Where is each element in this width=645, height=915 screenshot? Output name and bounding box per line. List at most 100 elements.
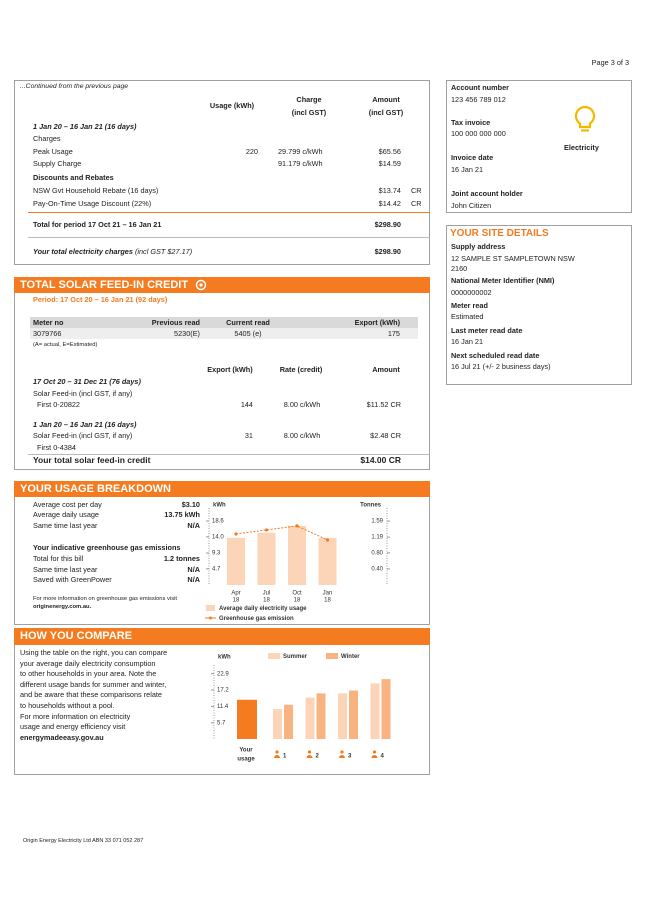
field-label: Next scheduled read date — [451, 351, 540, 360]
field-label: Last meter read date — [451, 326, 523, 335]
compare-line: and be aware that these comparisons rela… — [20, 690, 162, 700]
header: Export (kWh) — [207, 365, 253, 374]
note: ...Continued from the previous page — [20, 83, 129, 90]
bar — [381, 679, 391, 739]
header: Rate (credit) — [279, 365, 323, 374]
stat-value: N/A — [187, 575, 200, 584]
x-tick-label: usage — [237, 757, 255, 763]
row-amount: $14.59 — [378, 159, 401, 168]
bar — [227, 537, 245, 585]
rate: 8.00 c/kWh — [283, 431, 321, 440]
header: Meter no — [33, 318, 64, 327]
point — [295, 524, 299, 528]
line: Solar Feed-in (incl GST, if any) — [33, 389, 133, 398]
ghg-title: Your indicative greenhouse gas emissions — [33, 543, 181, 552]
section-header: YOUR USAGE BREAKDOWN — [14, 481, 430, 497]
compare-line: to other households in your area. Note t… — [20, 669, 157, 679]
field-value: 123 456 789 012 — [451, 95, 506, 104]
total: $298.90 — [374, 220, 401, 229]
field-label: National Meter Identifier (NMI) — [451, 276, 555, 285]
section-title: HOW YOU COMPARE — [20, 630, 133, 642]
row-name: Pay-On-Time Usage Discount (22%) — [33, 199, 152, 208]
x-tick-label: 18 — [233, 598, 240, 604]
stat-value: 1.2 tonnes — [163, 554, 200, 563]
bar — [316, 693, 326, 739]
y2-tick-label: 1.59 — [371, 519, 383, 525]
meter-note: (A= actual, E=Estimated) — [33, 342, 98, 348]
person-icon — [340, 750, 344, 754]
legend-swatch — [209, 616, 212, 620]
table-row-bg — [30, 328, 418, 339]
row-rate: 29.799 c/kWh — [278, 147, 323, 156]
person-icon — [306, 755, 313, 758]
section-title: TOTAL SOLAR FEED-IN CREDIT — [20, 279, 189, 291]
total: $14.00 CR — [360, 455, 401, 465]
field-value: 16 Jul 21 (+/- 2 business days) — [451, 362, 551, 371]
field-label: Account number — [451, 83, 509, 92]
export: 31 — [244, 431, 253, 440]
bar — [338, 693, 347, 739]
rate: 8.00 c/kWh — [283, 400, 321, 409]
product: Electricity — [564, 143, 599, 152]
account-box — [446, 80, 632, 213]
field-value: 16 Jan 21 — [451, 165, 484, 174]
compare-line: For more information on electricity — [20, 711, 131, 721]
compare-line: to households without a pool. — [20, 701, 115, 710]
total-label: Your total solar feed-in credit — [33, 455, 151, 465]
cell: 5230(E) — [174, 329, 200, 338]
stat-label: Average cost per day — [33, 500, 102, 509]
x-tick-label: 18 — [324, 598, 331, 604]
y-tick-label: 17.2 — [217, 688, 229, 694]
header: Usage (kWh) — [209, 101, 255, 110]
label: Discounts and Rebates — [33, 173, 114, 182]
header: Previous read — [151, 318, 200, 327]
legend-label: Average daily electricity usage — [219, 606, 307, 612]
compare-line: Using the table on the right, you can co… — [20, 648, 168, 657]
header: Amount — [372, 95, 400, 104]
header: Export (kWh) — [354, 318, 400, 327]
y2-axis-label: Tonnes — [360, 503, 382, 509]
row-rate: 91.179 c/kWh — [278, 159, 323, 168]
field-label: Invoice date — [451, 153, 494, 162]
field-value: 2160 — [451, 264, 468, 273]
grand-total: $298.90 — [374, 247, 401, 256]
person-icon — [307, 750, 312, 754]
compare-line: different usage bands for summer and win… — [20, 679, 167, 689]
x-tick-label: Jan — [323, 591, 333, 597]
bar — [318, 537, 337, 585]
stat-value: 13.75 kWh — [164, 510, 200, 519]
note: originenergy.com.au. — [33, 604, 92, 610]
site-title: YOUR SITE DETAILS — [450, 228, 549, 239]
y2-tick-label: 1.19 — [371, 535, 383, 541]
field-label: Meter read — [451, 301, 488, 310]
stat-label: Same time last year — [33, 521, 98, 530]
y-tick-label: 9.3 — [212, 551, 221, 557]
y2-tick-label: 0.80 — [371, 550, 383, 556]
field-value: John Citizen — [451, 201, 492, 210]
y-axis-label: kWh — [218, 655, 231, 661]
row-amount: $65.56 — [378, 147, 401, 156]
field-value: 100 000 000 000 — [451, 129, 506, 138]
section-header: HOW YOU COMPARE — [14, 628, 430, 645]
line — [235, 525, 328, 541]
x-tick-label: Jul — [263, 591, 271, 597]
x-tick-label: Your — [239, 748, 253, 754]
row-flag: CR — [411, 199, 422, 208]
charges-box — [14, 80, 430, 265]
field-value: 0000000002 — [451, 288, 492, 297]
header: (incl GST) — [368, 108, 404, 117]
field-value: 16 Jan 21 — [451, 337, 484, 346]
cell: 5405 (e) — [234, 329, 262, 338]
bar — [305, 697, 315, 739]
field-value: Estimated — [451, 312, 484, 321]
row-amount: $14.42 — [378, 199, 401, 208]
x-tick-label: 1 — [283, 754, 287, 760]
divider — [28, 454, 430, 455]
bulb-icon — [574, 105, 596, 132]
amount: $2.48 CR — [370, 431, 401, 440]
x-tick-label: 18 — [294, 598, 301, 604]
stat-value: N/A — [187, 565, 200, 574]
x-tick-label: Apr — [231, 591, 240, 597]
